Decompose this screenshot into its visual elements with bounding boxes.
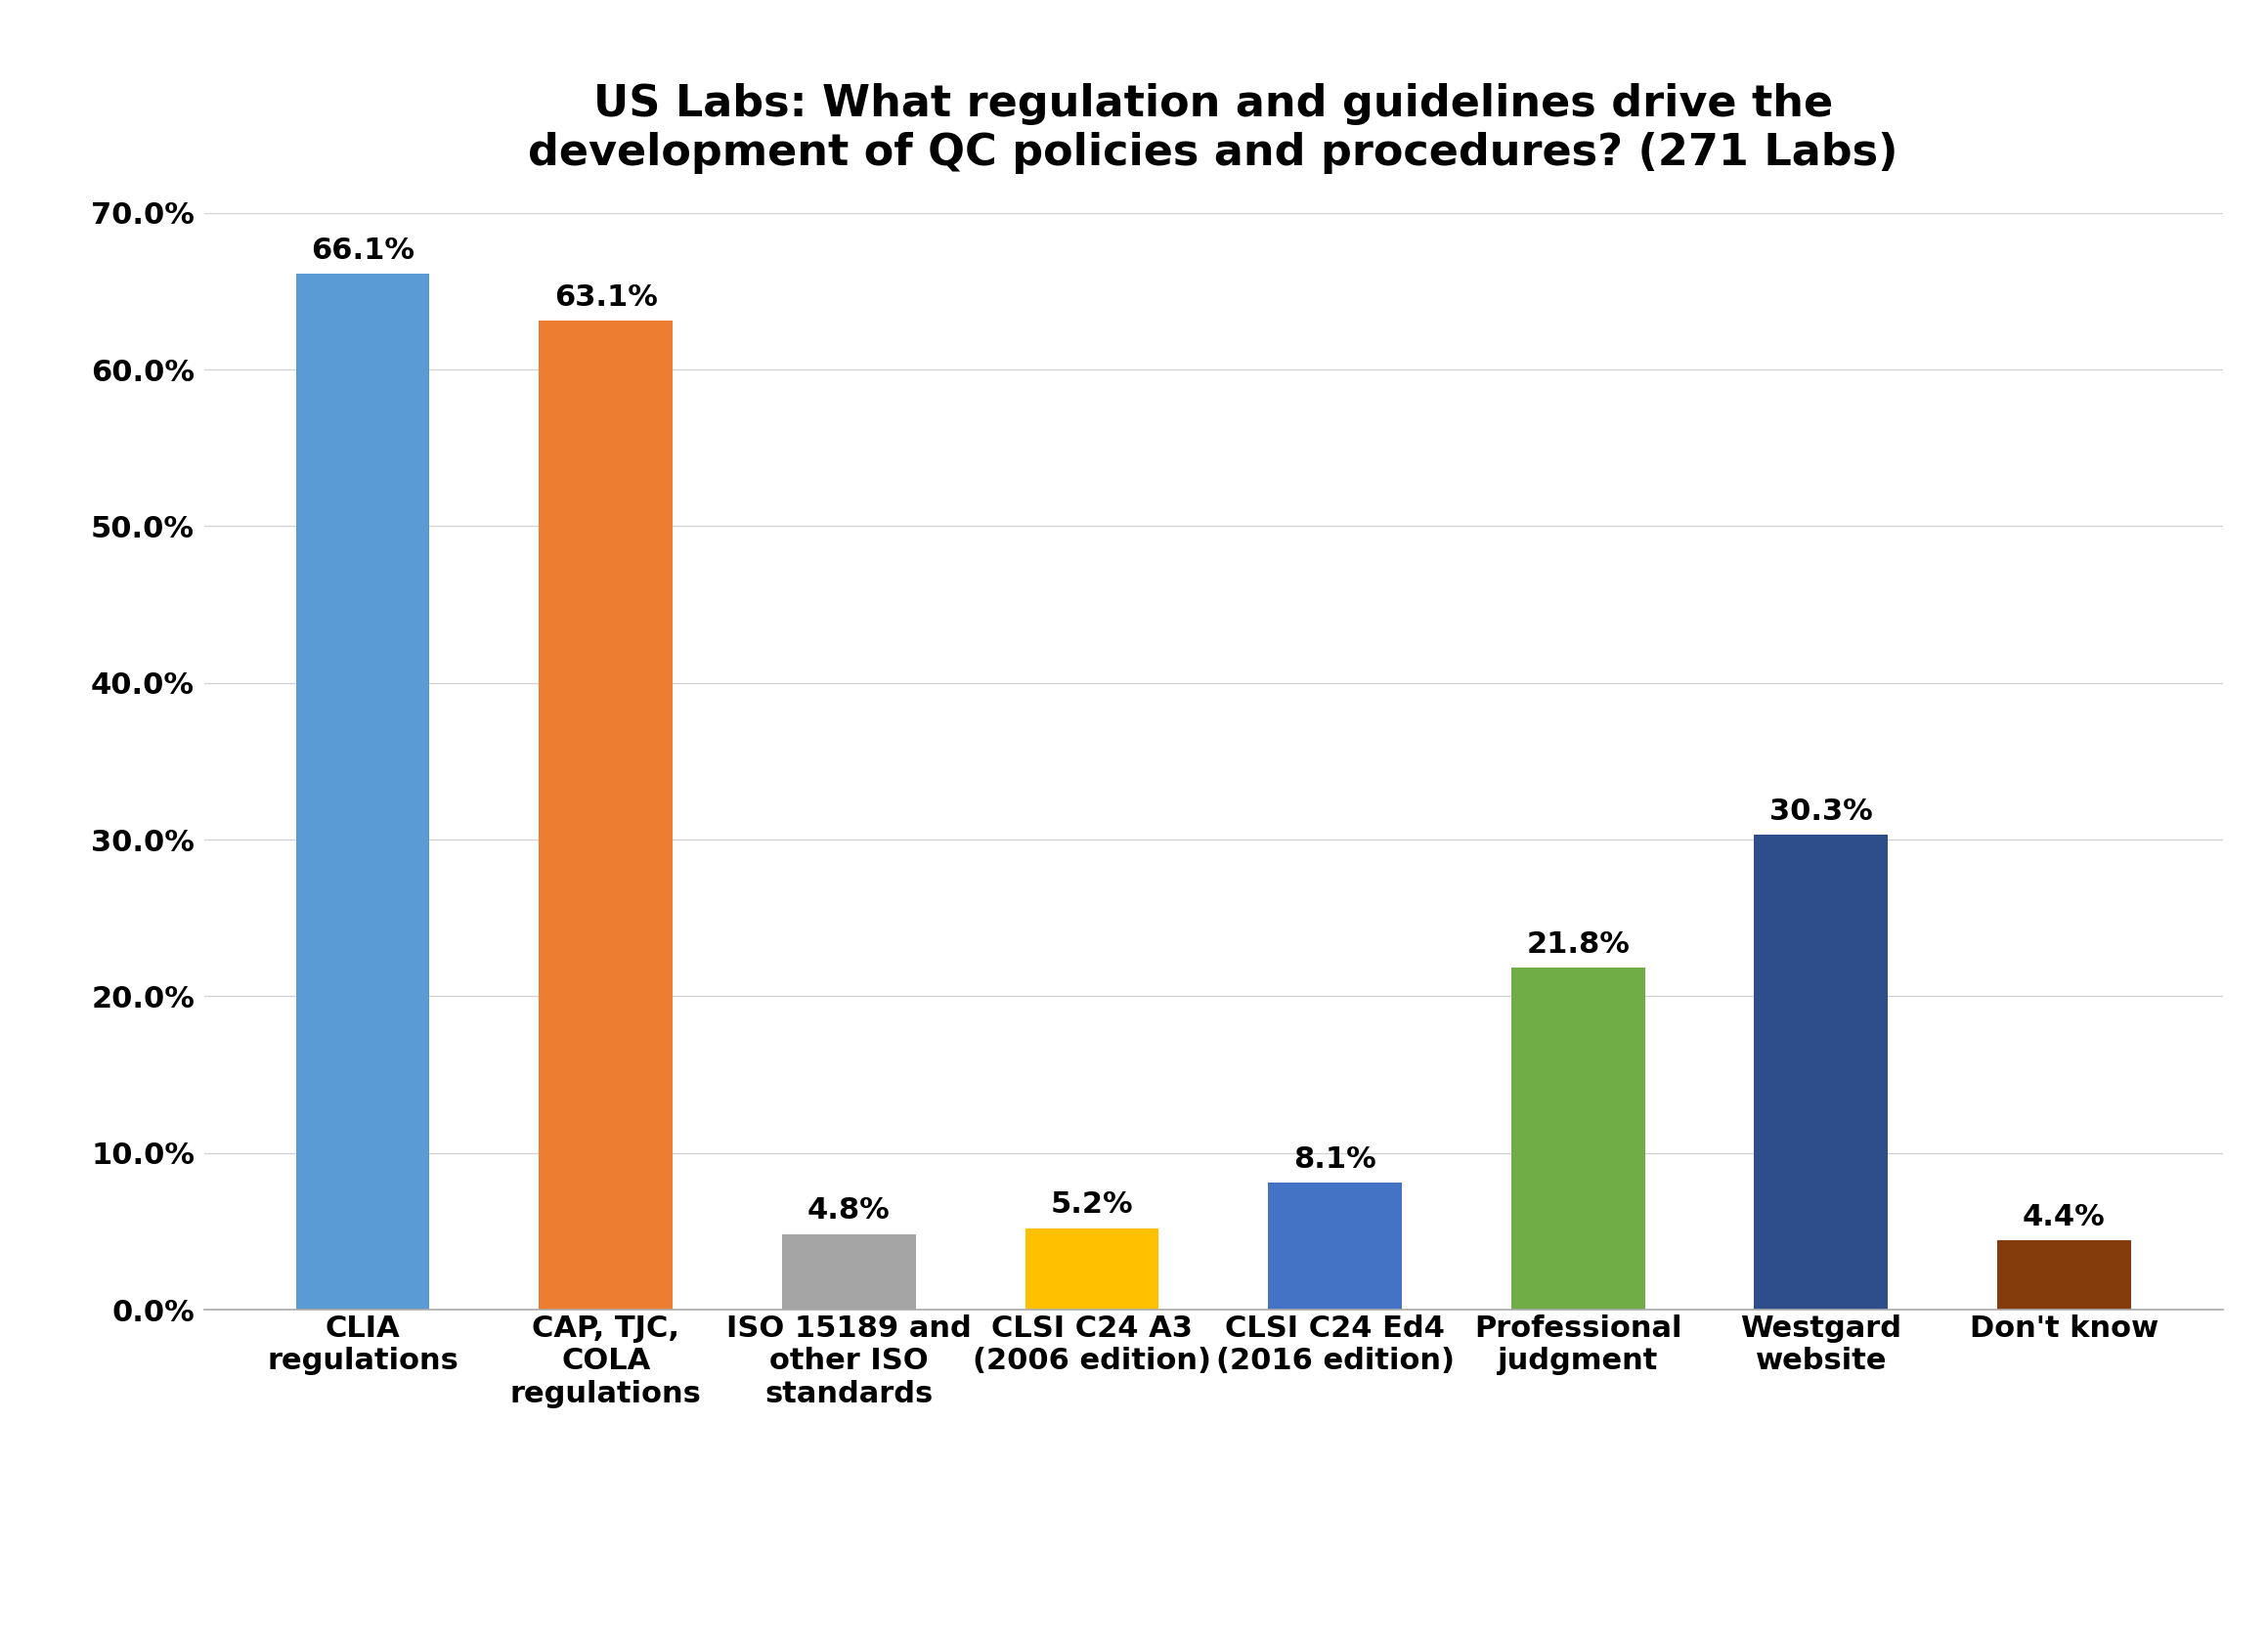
Text: 21.8%: 21.8%: [1526, 930, 1631, 959]
Bar: [782, 1234, 916, 1310]
Text: 8.1%: 8.1%: [1293, 1144, 1377, 1174]
Text: 5.2%: 5.2%: [1050, 1190, 1134, 1218]
Bar: [1753, 835, 1887, 1310]
Title: US Labs: What regulation and guidelines drive the
development of QC policies and: US Labs: What regulation and guidelines …: [528, 83, 1898, 174]
Text: 63.1%: 63.1%: [553, 283, 658, 311]
Text: 66.1%: 66.1%: [311, 236, 415, 265]
Text: 4.8%: 4.8%: [807, 1197, 891, 1224]
Text: 30.3%: 30.3%: [1769, 797, 1873, 825]
Bar: [1998, 1241, 2132, 1310]
Bar: [1268, 1182, 1402, 1310]
Bar: [1025, 1228, 1159, 1310]
Bar: [1510, 967, 1644, 1310]
Bar: [295, 273, 429, 1310]
Text: 4.4%: 4.4%: [2023, 1203, 2105, 1231]
Bar: [540, 321, 674, 1310]
